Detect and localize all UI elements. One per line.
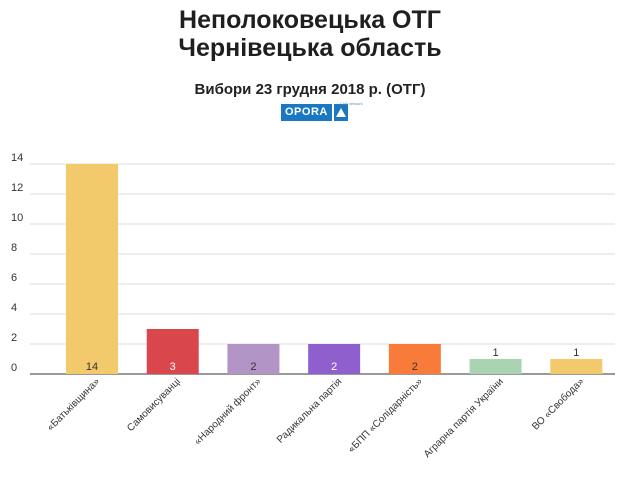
category-label: ВО «Свобода» — [530, 375, 587, 432]
category-label: Аграрна партія України — [422, 376, 506, 460]
category-label: «Народний фронт» — [192, 375, 264, 447]
category-labels: «Батьківщина» Самовисуванці «Народний фрон… — [45, 375, 587, 460]
triangle-icon — [333, 104, 348, 121]
category-label: «Батьківщина» — [45, 376, 102, 433]
y-tick-label: 14 — [11, 152, 23, 164]
opora-logo: OPORA — [281, 104, 348, 121]
y-tick-label: 4 — [11, 302, 17, 314]
bar — [227, 344, 280, 374]
y-tick-labels: 0 2 4 6 8 10 12 14 — [11, 152, 23, 374]
data-label: 2 — [250, 361, 256, 373]
value-labels: 14 3 2 2 2 1 1 — [86, 347, 579, 373]
data-label: 1 — [493, 347, 499, 359]
data-label: 3 — [170, 361, 176, 373]
data-label: 1 — [573, 347, 579, 359]
bar — [146, 329, 199, 374]
logo-tagline: Civil network — [340, 101, 363, 106]
data-label: 14 — [86, 361, 98, 373]
chart-subtitle: Вибори 23 грудня 2018 р. (ОТГ) — [194, 81, 426, 98]
category-label: «БПП «Солідарність» — [346, 376, 425, 455]
bar — [388, 344, 441, 374]
y-tick-label: 12 — [11, 182, 23, 194]
y-tick-label: 0 — [11, 362, 17, 374]
data-label: 2 — [412, 361, 418, 373]
bar — [469, 359, 522, 374]
y-tick-label: 6 — [11, 272, 17, 284]
y-tick-label: 8 — [11, 242, 17, 254]
y-tick-label: 2 — [11, 332, 17, 344]
data-label: 2 — [331, 361, 337, 373]
category-label: Самовисуванці — [125, 376, 183, 434]
chart-title-line1: Неполоковецька ОТГ — [179, 6, 441, 34]
bar — [66, 164, 118, 374]
category-label: Радикальна партія — [275, 376, 344, 445]
bar — [550, 359, 603, 374]
y-tick-label: 10 — [11, 212, 23, 224]
bars — [66, 164, 603, 374]
bar — [308, 344, 361, 374]
chart-title-line2: Чернівецька область — [178, 34, 442, 62]
logo-text: OPORA — [281, 104, 332, 121]
